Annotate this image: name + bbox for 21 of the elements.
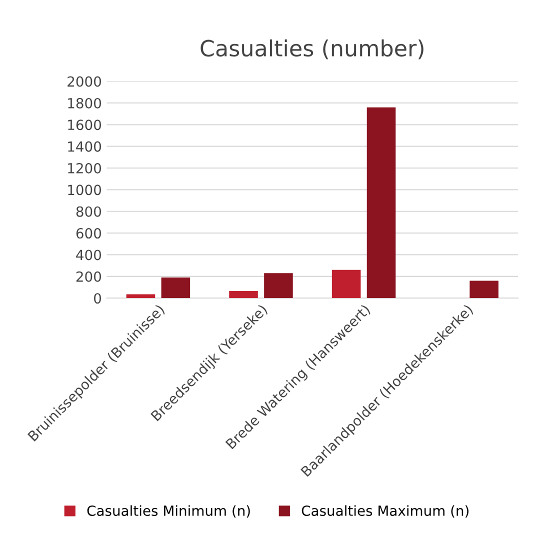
- bar: [161, 278, 190, 298]
- y-tick-label: 400: [76, 250, 102, 260]
- bar: [126, 294, 156, 298]
- y-tick-label: 800: [76, 206, 102, 217]
- y-tick-label: 200: [76, 271, 102, 282]
- y-tick-label: 0: [94, 293, 102, 304]
- bar: [264, 273, 293, 298]
- legend-label: Casualties Maximum (n): [302, 505, 468, 518]
- y-tick-label: 1800: [68, 98, 102, 108]
- bar: [332, 270, 361, 298]
- y-tick-label: 600: [76, 228, 102, 239]
- legend-label: Casualties Minimum (n): [87, 505, 250, 518]
- chart-title: Casualties (number): [200, 39, 424, 60]
- bar: [366, 107, 396, 298]
- y-tick-label: 1400: [68, 141, 102, 152]
- bar: [470, 280, 498, 298]
- y-tick-label: 1000: [68, 184, 102, 196]
- y-tick-label: 2000: [68, 76, 102, 87]
- bar: [229, 291, 258, 298]
- y-tick-label: 1200: [68, 162, 102, 174]
- y-tick-label: 1600: [68, 120, 102, 130]
